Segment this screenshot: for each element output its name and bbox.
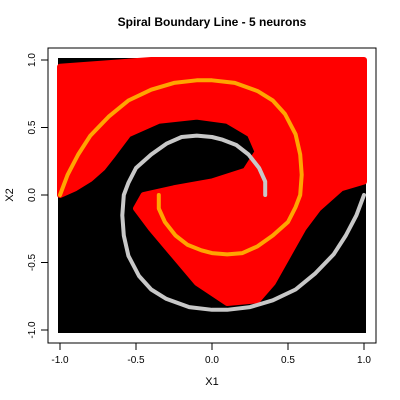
plot-data	[57, 57, 367, 333]
x-tick-label-1: -0.5	[127, 355, 145, 366]
spiral-lines-group	[58, 78, 366, 312]
x-tick-label-0: -1.0	[51, 355, 69, 366]
x-tick-label-2: 0.0	[205, 355, 219, 366]
y-tick-label-0: -1.0	[27, 321, 38, 339]
x-tick-label-4: 1.0	[357, 355, 371, 366]
chart-title: Spiral Boundary Line - 5 neurons	[118, 15, 307, 29]
spiral-line-1	[120, 133, 366, 312]
spiral-line-0	[58, 78, 304, 257]
y-tick-label-2: 0.0	[27, 188, 38, 202]
y-tick-label-1: -0.5	[27, 253, 38, 271]
y-tick-label-3: 0.5	[27, 120, 38, 134]
y-tick-label-4: 1.0	[27, 53, 38, 67]
y-axis: -1.0 -0.5 0.0 0.5 1.0	[27, 53, 48, 339]
x-axis-label: X1	[205, 376, 218, 388]
x-axis: -1.0 -0.5 0.0 0.5 1.0	[51, 343, 371, 366]
x-tick-label-3: 0.5	[281, 355, 295, 366]
y-axis-label: X2	[4, 188, 16, 201]
